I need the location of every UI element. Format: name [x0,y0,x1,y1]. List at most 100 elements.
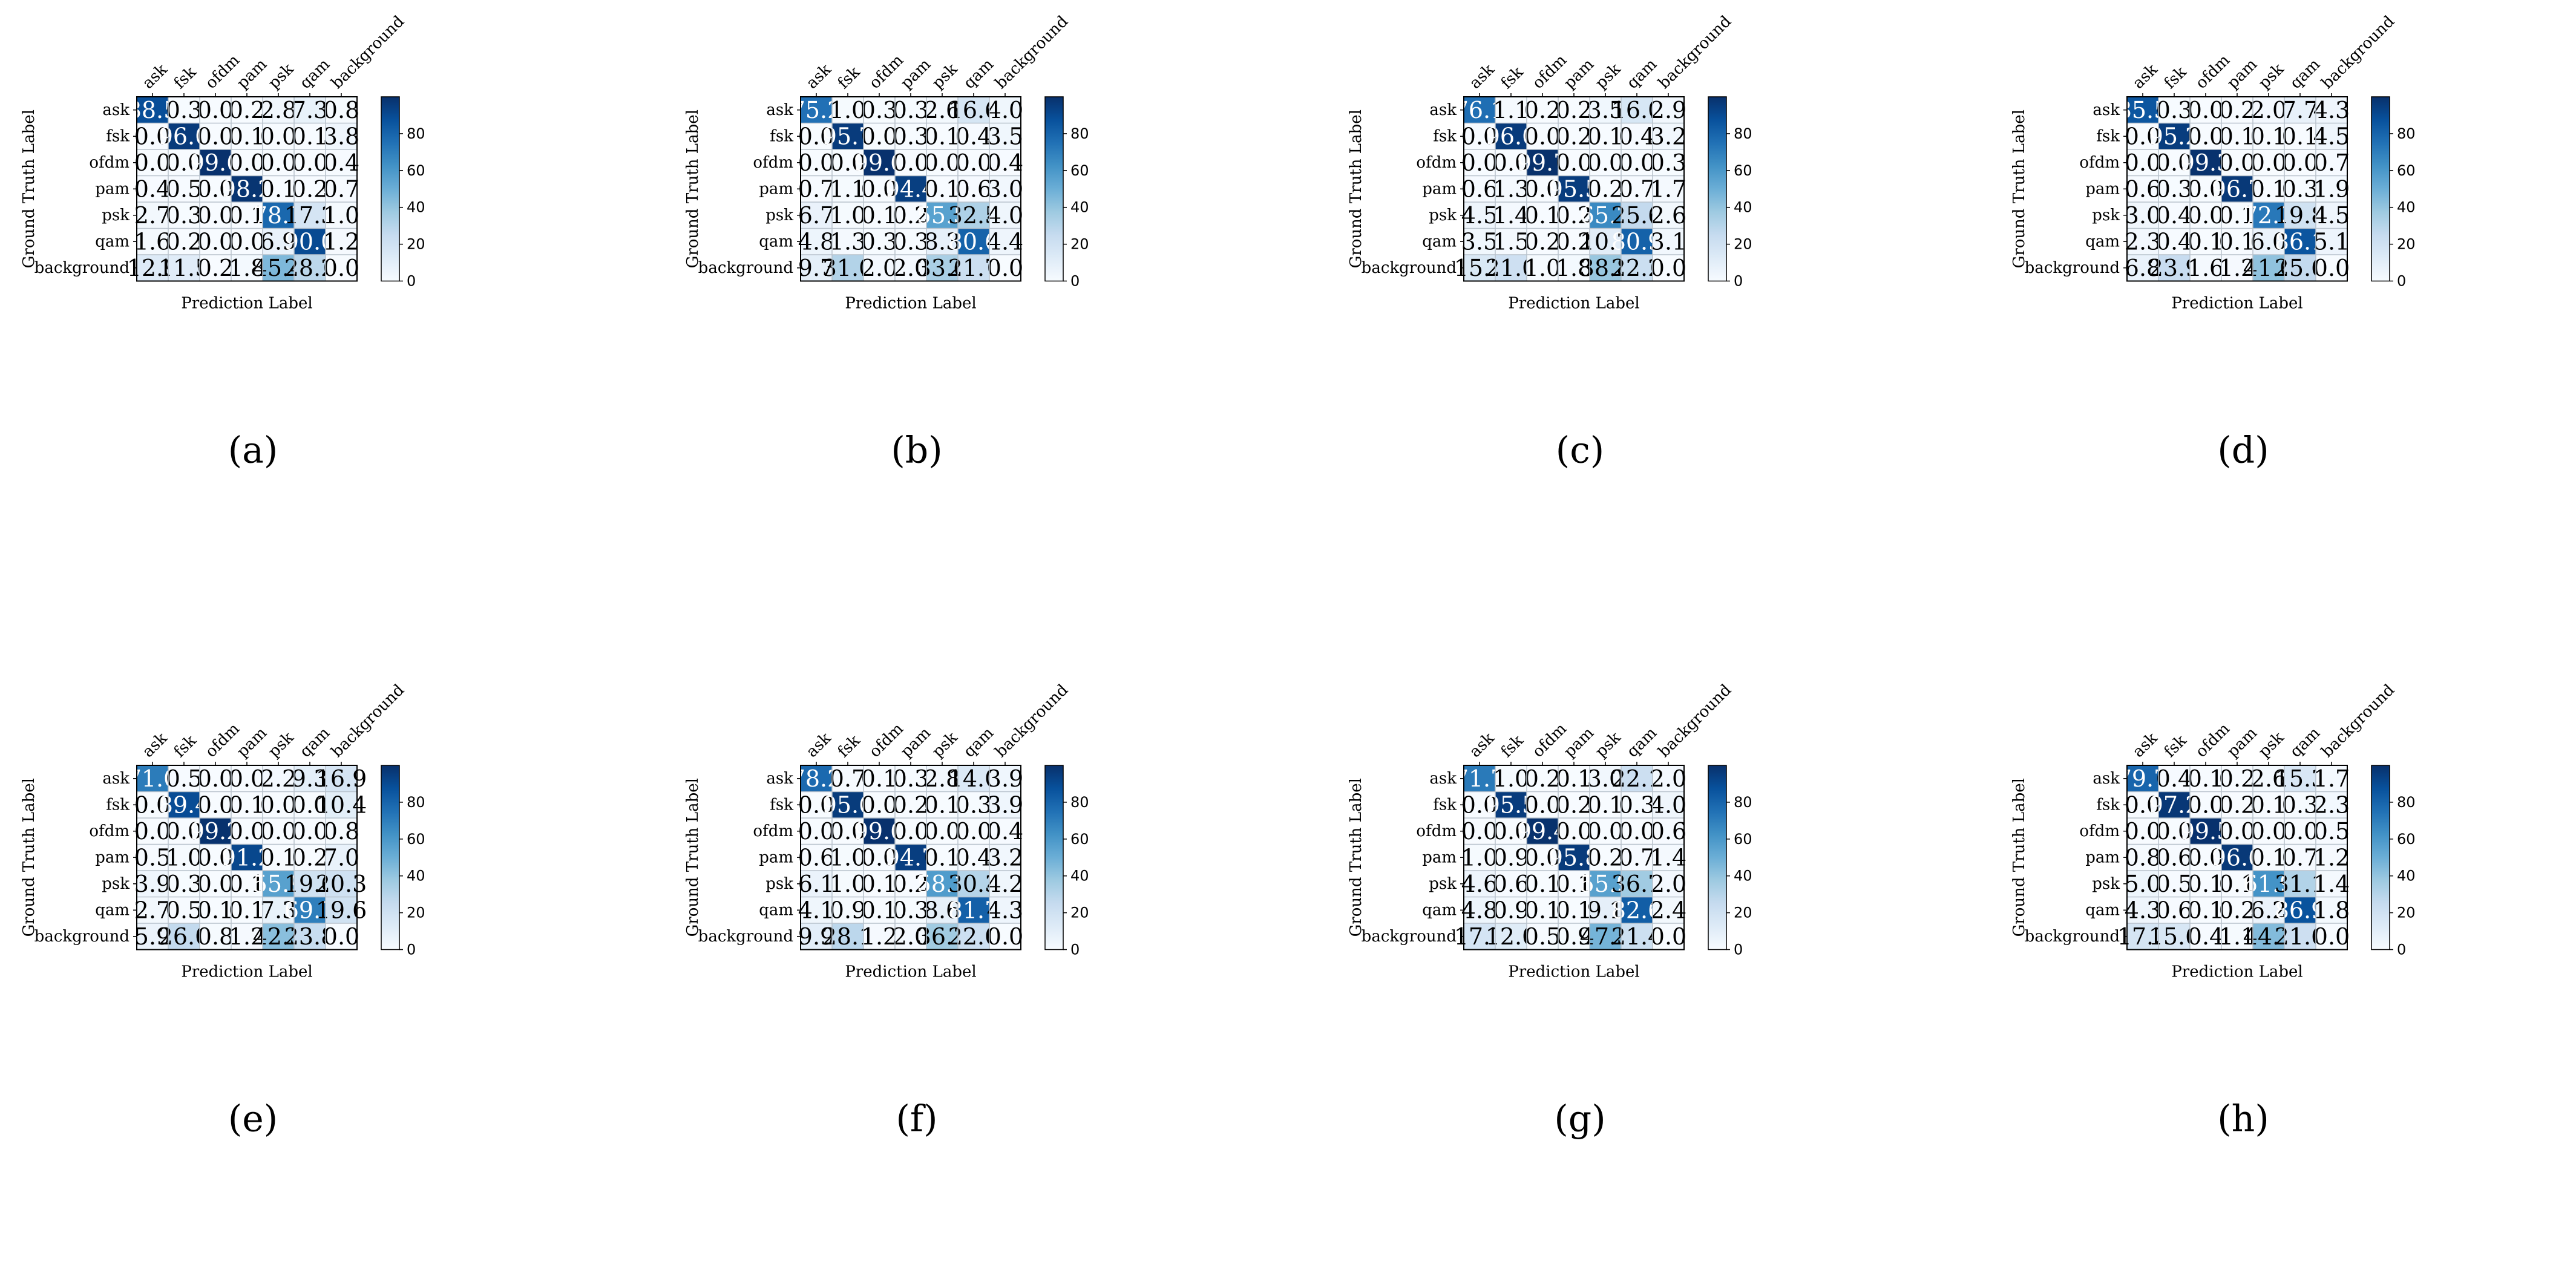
y-tick-label: ofdm [2079,822,2120,840]
y-tick-label: qam [759,901,793,919]
cell-value: 1.8 [229,255,265,281]
confusion-matrix-c: 76.11.10.20.23.516.02.90.096.00.00.20.10… [1347,12,1752,471]
cell-value: 0.3 [2156,97,2192,123]
colorbar-tick-label: 0 [407,273,416,290]
matrix-cell [1590,923,1621,950]
matrix-cell [137,202,168,229]
matrix-cell [263,871,294,897]
matrix-cell [2316,897,2347,923]
cell-value: 0.2 [1556,202,1592,229]
x-tick-label: psk [265,60,298,93]
cell-value: 5.9 [134,923,171,950]
y-tick-label: psk [2092,875,2120,893]
cell-value: 0.0 [924,818,960,845]
matrix-cell [1464,202,1495,229]
matrix-cell [2127,123,2158,149]
matrix-cell [895,149,926,176]
matrix-cell [326,818,357,845]
cell-value: 0.1 [2188,765,2224,792]
matrix-cell [832,123,864,149]
y-tick-label: ask [102,770,129,788]
cell-value: 0.0 [1556,818,1592,845]
matrix-cell [832,228,864,255]
cell-value: 0.0 [861,844,897,871]
cell-value: 0.9 [1556,923,1592,950]
matrix-cell [2316,923,2347,950]
matrix-cell [294,818,326,845]
matrix-cell [2158,765,2190,792]
matrix-cell [1464,123,1495,149]
matrix-cell [200,871,231,897]
matrix-cell [326,923,357,950]
cell-value: 0.4 [955,123,992,149]
matrix-cell [2158,897,2190,923]
cell-value: 5.1 [2313,228,2350,255]
cell-value: 0.8 [2125,844,2161,871]
matrix-cell [231,97,263,123]
matrix-cell [326,897,357,923]
matrix-cell [1590,255,1621,281]
colorbar-tick-label: 40 [1070,868,1089,885]
matrix-cell [2190,255,2221,281]
cell-value: 4.4 [987,228,1023,255]
matrix-cell [1527,175,1558,202]
cell-value: 3.5 [1461,228,1498,255]
cell-value: 0.0 [1493,818,1529,845]
matrix-cell [2190,923,2221,950]
matrix-cell [801,202,832,229]
colorbar-tick-label: 80 [1734,125,1752,142]
cell-value: 0.0 [1650,923,1686,950]
matrix-cell [1590,123,1621,149]
matrix-cell [2158,871,2190,897]
matrix-cell [926,123,958,149]
matrix-cell [168,97,200,123]
cell-value: 2.0 [1650,765,1686,792]
matrix-cell [2316,255,2347,281]
cell-value: 9.1 [1587,897,1624,923]
cell-value: 0.1 [197,897,234,923]
matrix-cell [1653,844,1684,871]
cell-value: 0.1 [260,844,297,871]
cell-value: 0.0 [292,818,328,845]
x-tick-label: background [328,681,408,761]
matrix-cell [2316,765,2347,792]
matrix-cell [801,228,832,255]
matrix-cell [231,175,263,202]
matrix-cell [895,255,926,281]
cell-value: 0.3 [166,202,202,229]
cell-value: 0.1 [1556,765,1592,792]
cell-value: 0.5 [2313,818,2350,845]
matrix-cell [1464,871,1495,897]
y-tick-label: ofdm [89,822,129,840]
matrix-cell [231,923,263,950]
matrix-cell [832,765,864,792]
y-tick-label: ofdm [753,822,793,840]
cell-value: 1.0 [830,844,866,871]
matrix-cell [231,149,263,176]
cell-value: 0.0 [2250,818,2287,845]
matrix-cell [1621,818,1653,845]
cell-value: 6.1 [798,871,834,897]
cell-value: 7.0 [323,844,359,871]
confusion-matrix-f: 78.20.70.10.32.814.03.90.095.60.00.20.10… [684,681,1089,1140]
matrix-cell [1653,897,1684,923]
matrix-cell [1558,175,1590,202]
matrix-cell [168,202,200,229]
matrix-cell [2284,175,2316,202]
cell-value: 8.6 [924,897,960,923]
matrix-cell [294,228,326,255]
cell-value: 0.0 [1587,818,1624,845]
matrix-cell [832,149,864,176]
cell-value: 4.3 [2313,97,2350,123]
matrix-cell [200,923,231,950]
matrix-cell [989,97,1021,123]
colorbar-tick-label: 0 [2397,941,2406,958]
matrix-cell [926,923,958,950]
y-axis-title: Ground Truth Label [20,778,38,937]
matrix-cell [926,844,958,871]
confusion-matrix-a: 88.50.30.00.22.87.30.80.096.00.00.10.00.… [20,12,425,471]
cell-value: 0.0 [292,791,328,818]
matrix-cell [200,255,231,281]
matrix-cell [832,791,864,818]
